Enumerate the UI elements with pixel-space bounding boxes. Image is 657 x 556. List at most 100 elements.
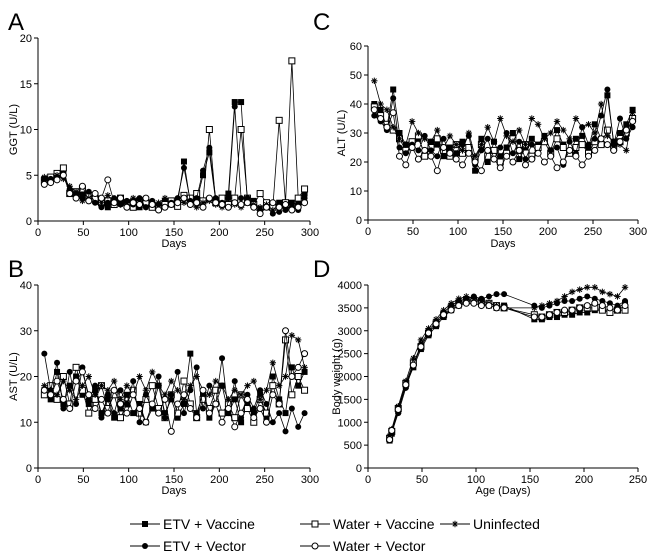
data-point: [193, 414, 201, 422]
data-point: [54, 359, 61, 366]
data-point: [629, 124, 636, 131]
series-d-3: [386, 291, 629, 444]
data-point: [528, 135, 535, 142]
data-point: [136, 195, 143, 202]
data-point: [193, 364, 200, 371]
data-point: [47, 391, 55, 399]
data-point: [110, 199, 118, 207]
x-tick-label: 150: [165, 227, 183, 239]
data-point: [294, 373, 302, 380]
data-point: [206, 144, 213, 151]
data-point: [117, 194, 125, 202]
data-point: [180, 194, 188, 202]
y-tick-label: 20: [350, 157, 362, 169]
data-point: [440, 153, 447, 160]
series-line: [389, 302, 626, 440]
data-point: [262, 203, 270, 211]
data-point: [206, 414, 213, 421]
y-tick-label: 0: [26, 216, 32, 228]
data-point: [263, 400, 270, 407]
data-point: [484, 135, 491, 142]
data-point: [174, 414, 181, 421]
data-point: [421, 146, 429, 154]
data-point: [244, 382, 251, 389]
data-point: [402, 141, 409, 148]
data-point: [414, 155, 422, 163]
data-point: [389, 109, 397, 117]
data-point: [421, 132, 428, 139]
data-point: [97, 194, 105, 202]
data-point: [579, 132, 586, 139]
data-point: [129, 199, 137, 207]
data-point: [73, 400, 80, 407]
data-point: [516, 126, 523, 134]
chart-panel-c: 0 10 20 30 40 50 60 0 50 100 150 200 250 300 Days ALT (…: [336, 41, 647, 250]
x-axis-label: Age (Days): [475, 485, 530, 497]
data-point: [623, 121, 630, 128]
data-point: [424, 329, 432, 337]
data-point: [568, 306, 576, 314]
data-point: [370, 106, 378, 114]
data-point: [452, 155, 460, 163]
data-point: [123, 409, 131, 417]
data-point: [98, 410, 105, 417]
data-point: [53, 377, 61, 385]
data-point: [117, 414, 125, 422]
series-b-2: [41, 332, 308, 403]
data-point: [97, 395, 105, 403]
y-tick-label: 50: [350, 70, 362, 82]
data-point: [497, 153, 504, 160]
data-point: [275, 382, 283, 389]
data-point: [576, 309, 583, 316]
data-point: [584, 309, 591, 316]
data-point: [218, 201, 226, 209]
data-point: [237, 391, 245, 398]
data-point: [238, 99, 245, 106]
data-point: [509, 158, 517, 166]
data-point: [180, 164, 187, 171]
data-point: [200, 391, 207, 398]
data-point: [180, 410, 187, 417]
data-point: [470, 293, 477, 300]
data-point: [606, 290, 614, 298]
data-point: [440, 144, 448, 151]
data-point: [250, 410, 257, 417]
data-point: [269, 199, 277, 207]
y-axis-label: Body weight (g): [331, 338, 343, 414]
legend-marker: [142, 543, 148, 549]
series-c-3: [371, 86, 636, 168]
data-point: [85, 409, 93, 417]
data-point: [199, 203, 207, 211]
data-point: [440, 311, 448, 319]
legend-entry-1: Water + Vaccine: [300, 516, 435, 532]
data-point: [72, 363, 80, 371]
data-point: [288, 364, 295, 371]
data-point: [66, 382, 73, 389]
data-point: [40, 180, 48, 188]
data-point: [610, 146, 618, 154]
y-tick-label: 0: [356, 463, 362, 475]
data-point: [161, 203, 169, 211]
data-point: [288, 57, 296, 65]
data-point: [591, 284, 598, 291]
x-axis-label: Days: [161, 238, 187, 250]
data-point: [294, 194, 302, 202]
data-point: [597, 135, 605, 143]
legend-label: Uninfected: [473, 516, 540, 532]
data-point: [569, 298, 576, 305]
data-point: [262, 418, 270, 426]
data-point: [534, 121, 542, 128]
panel-label-d: D: [313, 256, 330, 283]
data-point: [206, 382, 213, 389]
legend-label: ETV + Vector: [163, 538, 246, 554]
data-point: [477, 302, 485, 310]
data-point: [383, 123, 391, 131]
data-point: [478, 295, 485, 302]
data-point: [180, 158, 187, 165]
y-tick-label: 4000: [338, 280, 362, 292]
data-point: [91, 405, 99, 413]
data-point: [623, 135, 630, 142]
data-point: [256, 396, 264, 403]
data-point: [604, 132, 611, 140]
